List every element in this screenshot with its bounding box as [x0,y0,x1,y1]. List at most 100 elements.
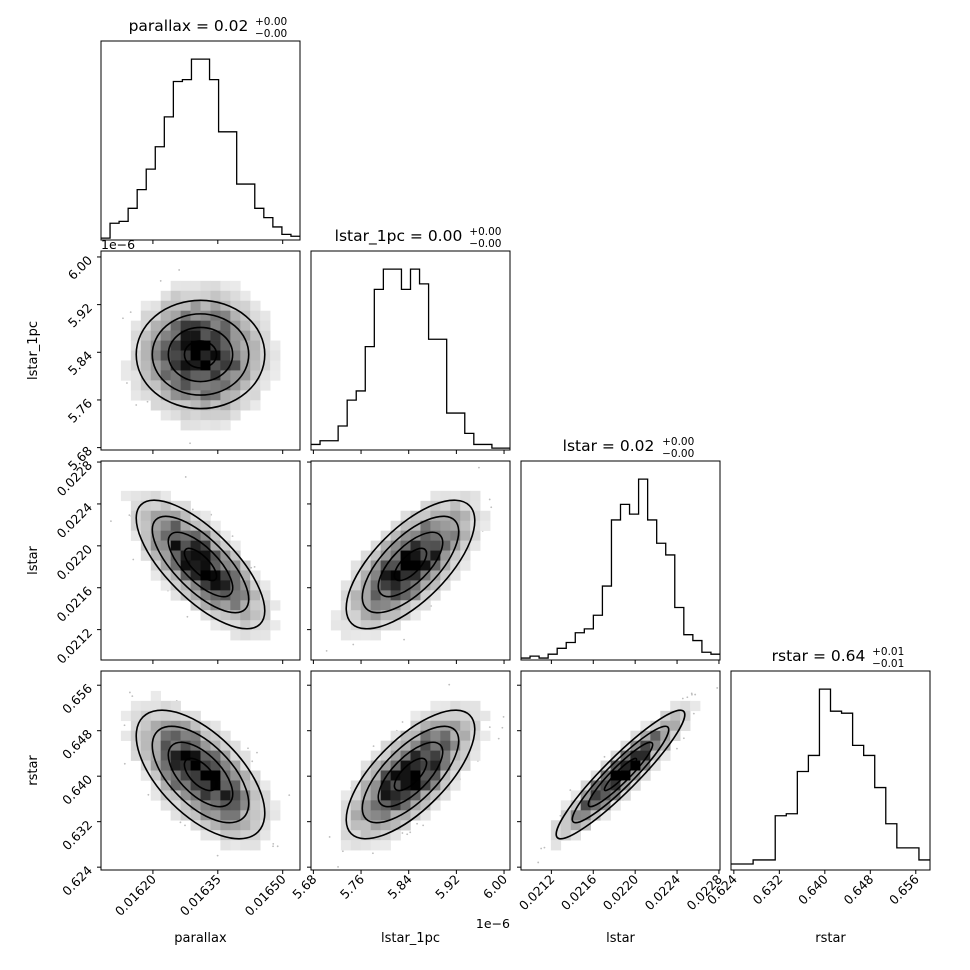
scatter-point [191,508,194,511]
panel-rstar-rstar: rstar = 0.64 +0.01−0.010.624 0.632 0.640 0.6… [704,646,931,907]
density-cell [270,360,281,371]
density-cell [200,340,211,351]
density-cell [130,330,142,341]
density-cell [440,730,451,741]
density-cell [580,810,591,821]
density-cell [380,610,391,621]
axes-frame [310,460,511,661]
scatter-point [543,846,546,849]
density-cell [430,720,441,731]
density-cell [630,750,641,761]
density-cell [440,700,451,712]
density-cell [350,810,362,821]
density-cell [350,820,362,831]
density-cell [210,760,221,771]
density-cell [430,550,441,561]
density-cell [180,320,191,331]
contour-4 [555,709,686,840]
density-cell [220,540,231,551]
density-cell [240,800,251,811]
x-tick-label: 0.640 [795,871,831,907]
density-cell [260,580,271,591]
density-cell [360,770,371,781]
density-cell [370,840,381,851]
density-cell [190,770,201,781]
density-cell [250,360,261,371]
density-cell [440,520,451,531]
scatter-point [681,697,684,700]
density-cell [420,510,431,521]
density-cell [360,630,371,641]
density-cell [220,530,231,541]
density-cell [230,590,241,601]
density-cell [210,600,221,611]
density-cell [140,500,152,512]
density-cell [230,750,241,761]
density-cell [630,780,641,791]
density-cell [430,760,441,771]
density-cell [440,550,451,561]
density-cell [390,580,401,591]
density-cell [360,780,371,791]
density-cell [160,780,171,791]
density-cell [460,740,471,751]
density-cell [250,810,261,821]
density-cell [420,710,431,722]
density-cell [250,340,261,351]
density-cell [190,540,201,551]
density-cell [250,610,261,621]
density-cell [420,790,431,801]
density-cell [180,380,191,391]
density-cell [150,380,161,391]
density-cell [470,700,481,712]
scatter-point [691,693,693,696]
density-cell [670,720,681,731]
histogram-rstar [731,688,930,865]
contour-3 [361,515,460,614]
density-cell [380,740,391,751]
density-cell [190,330,201,341]
density-cell [240,750,251,761]
density-cell [160,400,171,411]
density-cell [210,740,221,751]
axes-frame [100,40,301,241]
density-cell [170,330,181,341]
density-cell [200,350,211,361]
density-cell [230,830,241,841]
density-cell [190,530,201,541]
density-cell [390,550,401,561]
contour-2 [167,741,234,808]
density-cell [190,300,201,311]
density-cell [370,540,381,551]
density-cell [170,750,181,761]
density-cell [180,300,191,311]
density-cell [260,370,271,381]
title-upper-error: +0.00 [662,436,694,448]
density-cell [230,820,241,831]
density-cell [450,560,461,571]
density-cell [340,580,352,591]
density-cell [460,520,471,531]
density-cell [400,530,411,541]
contour-1 [183,547,218,582]
density-cell [400,570,411,581]
density-cell [210,530,221,541]
density-cell [160,350,171,361]
density-cell [140,370,152,381]
density-cell [220,810,231,821]
density-cell [420,800,431,811]
scatter-point [147,793,150,796]
contour-2 [167,531,234,598]
density-cell [660,750,671,761]
axes-frame [100,670,301,871]
density-cell [240,630,251,641]
density-cell [160,790,171,801]
density-cell [350,620,362,631]
density-cell [640,770,651,781]
scatter-point [372,745,375,748]
density-cell [210,390,221,401]
density-cell [460,560,471,571]
density-cell [150,370,161,381]
density-cell [190,560,201,571]
density-cell [170,760,181,771]
